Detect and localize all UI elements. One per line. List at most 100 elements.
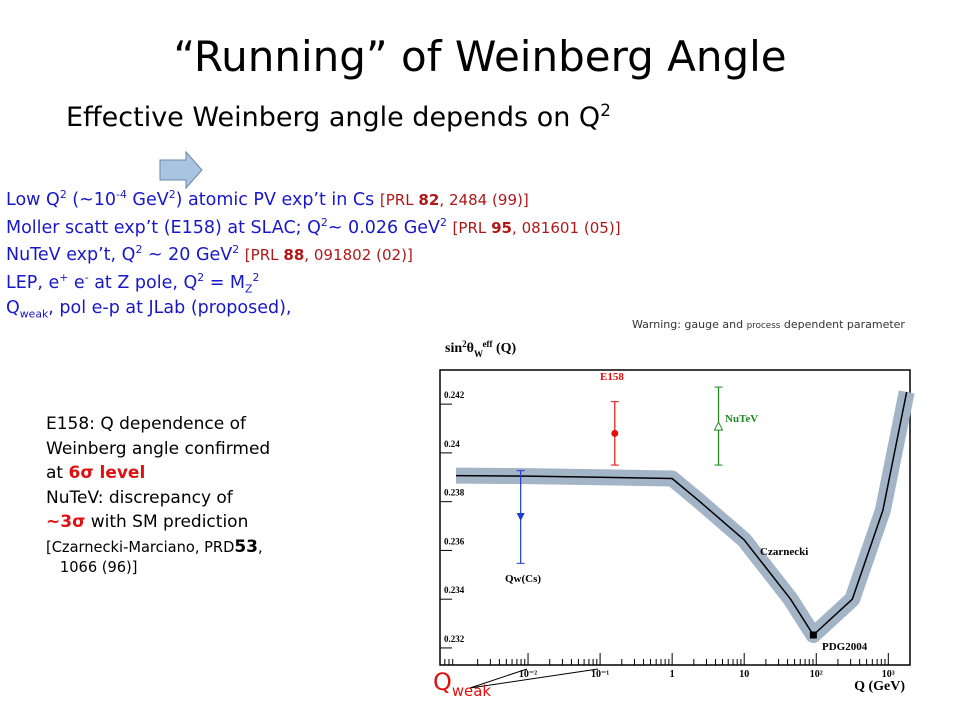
series-label: NuTeV bbox=[725, 413, 758, 425]
text-run: 2 bbox=[600, 100, 611, 120]
text-run: 95 bbox=[491, 218, 513, 237]
text-run: at bbox=[46, 463, 69, 483]
text-run: ) atomic PV exp’t in Cs bbox=[175, 189, 380, 210]
text-run: Moller scatt exp’t (E158) at SLAC; Q bbox=[6, 217, 321, 238]
slide-title: “Running” of Weinberg Angle bbox=[173, 32, 787, 81]
y-tick-label: 0.238 bbox=[444, 488, 465, 498]
warning: Warning: gauge and process dependent par… bbox=[632, 318, 905, 331]
y-label-run: W bbox=[474, 349, 483, 359]
text-run: 2 bbox=[252, 270, 260, 284]
series-label: Czarnecki bbox=[760, 546, 808, 558]
text-run: weak bbox=[451, 681, 491, 700]
text-run: 53 bbox=[234, 536, 258, 557]
text-run: 2 bbox=[135, 243, 143, 256]
text-run: ~3σ bbox=[46, 512, 86, 532]
text-run: - bbox=[84, 270, 89, 284]
bullet-line: LEP, e+ e- at Z pole, Q2 = MZ2 bbox=[6, 271, 259, 295]
y-tick-label: 0.232 bbox=[444, 634, 465, 644]
text-run: , 091802 (02)] bbox=[304, 245, 413, 264]
y-tick-label: 0.236 bbox=[444, 536, 465, 546]
curve bbox=[455, 391, 908, 636]
text-run: Q bbox=[433, 668, 452, 696]
x-axis-label: Q (GeV) bbox=[854, 679, 905, 694]
series-label: Qw(Cs) bbox=[505, 573, 541, 585]
note-line: [Czarnecki-Marciano, PRD53, bbox=[46, 537, 263, 557]
arrow-icon bbox=[159, 150, 203, 190]
y-axis-label: sin2θWeff (Q) bbox=[445, 339, 517, 359]
text-run: LEP, e bbox=[6, 272, 60, 293]
text-run: 2 bbox=[59, 188, 67, 201]
marker bbox=[713, 420, 724, 431]
text-run: weak bbox=[19, 307, 49, 321]
bullet-line: Low Q2 (~10-4 GeV2) atomic PV exp’t in C… bbox=[6, 188, 529, 210]
y-label-run: θ bbox=[467, 341, 474, 356]
note-line: at 6σ level bbox=[46, 463, 145, 483]
note-line: E158: Q dependence of bbox=[46, 414, 246, 434]
text-run: Low Q bbox=[6, 189, 60, 210]
note-line: 1066 (96)] bbox=[46, 557, 138, 577]
marker bbox=[809, 631, 817, 639]
y-label-run: sin bbox=[445, 341, 462, 356]
text-run: dependent parameter bbox=[780, 318, 905, 331]
text-run: 2 bbox=[320, 215, 328, 229]
text-run: Z bbox=[245, 281, 253, 295]
series-label: PDG2004 bbox=[822, 641, 868, 653]
text-run: 2 bbox=[197, 270, 205, 284]
text-run: [PRL bbox=[379, 190, 419, 209]
text-run: process bbox=[746, 321, 781, 331]
x-tick-label: 10 bbox=[739, 669, 749, 680]
text-run: e bbox=[68, 272, 85, 293]
text-run: [PRL bbox=[452, 218, 492, 237]
bullet-line: Moller scatt exp’t (E158) at SLAC; Q2~ 0… bbox=[6, 216, 621, 238]
y-tick-label: 0.24 bbox=[444, 439, 460, 449]
note-line: Weinberg angle confirmed bbox=[46, 439, 270, 459]
y-label-run: 2 bbox=[462, 339, 467, 349]
x-tick-label: 10⁻² bbox=[519, 669, 537, 680]
text-run: Weinberg angle confirmed bbox=[46, 438, 271, 459]
text-run: [PRL bbox=[244, 245, 284, 264]
text-run: 6σ level bbox=[68, 463, 146, 483]
text-run: with SM prediction bbox=[85, 512, 249, 532]
text-run: , bbox=[258, 538, 263, 556]
note-line: ~3σ with SM prediction bbox=[46, 512, 248, 532]
text-run: 1066 (96)] bbox=[46, 559, 138, 576]
qweak-label: Qweak bbox=[433, 668, 491, 700]
text-run: 82 bbox=[418, 190, 440, 209]
y-label-run: (Q) bbox=[492, 341, 516, 356]
text-run: E158: Q dependence of bbox=[46, 414, 246, 434]
marker bbox=[611, 429, 619, 437]
y-tick-label: 0.234 bbox=[444, 585, 465, 595]
pointer-line bbox=[469, 668, 528, 689]
text-run: ~ 20 GeV bbox=[142, 244, 233, 265]
text-run: 2 bbox=[232, 243, 240, 256]
text-run: 2 bbox=[440, 215, 447, 229]
text-run: 88 bbox=[283, 245, 305, 264]
y-tick-label: 0.242 bbox=[444, 390, 465, 400]
text-run: GeV bbox=[126, 189, 169, 210]
text-run: , 2484 (99)] bbox=[439, 190, 529, 209]
text-run: Effective Weinberg angle depends on Q bbox=[66, 102, 601, 133]
x-tick-label: 10⁻¹ bbox=[591, 669, 609, 680]
text-run: ~ 0.026 GeV bbox=[327, 217, 441, 238]
text-run: at Z pole, Q bbox=[88, 272, 198, 293]
x-tick-label: 10² bbox=[810, 669, 823, 680]
text-run: -4 bbox=[116, 188, 127, 201]
text-run: 2 bbox=[168, 188, 176, 201]
x-tick-label: 1 bbox=[670, 669, 675, 680]
text-run: (~10 bbox=[66, 189, 117, 210]
bullet-line: NuTeV exp’t, Q2 ~ 20 GeV2 [PRL 88, 09180… bbox=[6, 243, 413, 265]
text-run: , pol e-p at JLab (proposed), bbox=[48, 298, 292, 318]
note-line: NuTeV: discrepancy of bbox=[46, 488, 233, 508]
subtitle: Effective Weinberg angle depends on Q2 bbox=[66, 100, 611, 133]
x-tick-label: 10³ bbox=[882, 669, 895, 680]
text-run: [Czarnecki-Marciano, PRD bbox=[46, 538, 235, 556]
text-run: NuTeV exp’t, Q bbox=[6, 244, 136, 265]
text-run: Q bbox=[6, 298, 20, 318]
pointer-line bbox=[469, 668, 599, 689]
bullet-line: Qweak, pol e-p at JLab (proposed), bbox=[6, 298, 291, 321]
text-run: , 081601 (05)] bbox=[512, 218, 621, 237]
plot-frame bbox=[439, 369, 911, 666]
text-run: + bbox=[59, 270, 69, 284]
